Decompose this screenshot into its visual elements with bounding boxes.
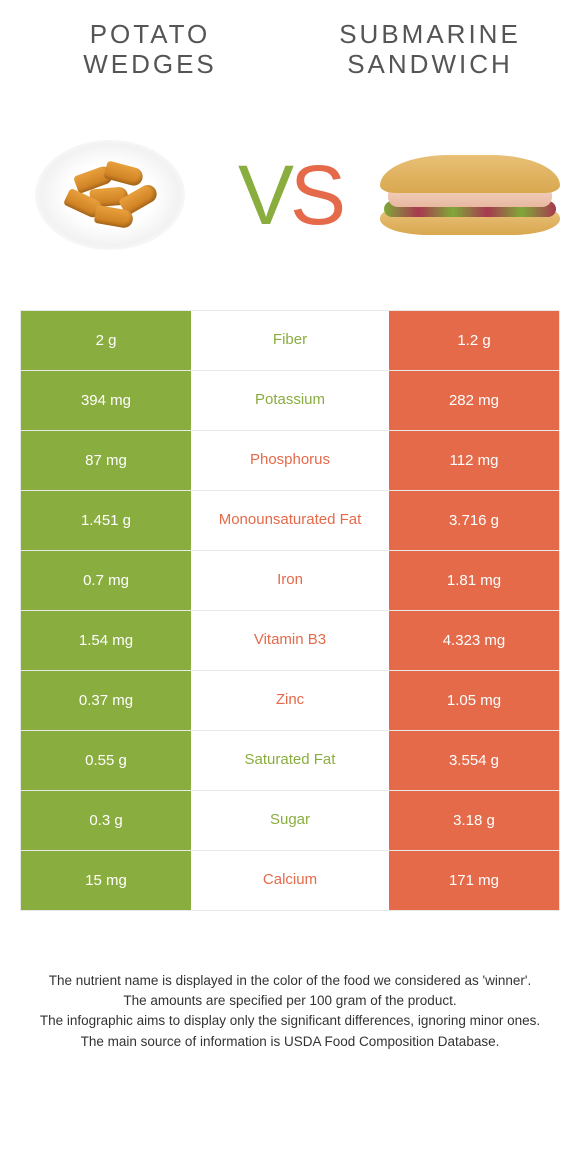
right-value: 1.05 mg: [389, 671, 559, 730]
table-row: 87 mgPhosphorus112 mg: [21, 430, 559, 490]
nutrient-label: Calcium: [191, 851, 389, 910]
nutrient-label: Zinc: [191, 671, 389, 730]
sandwich-icon: [380, 155, 560, 235]
header: POTATO WEDGES SUBMARINE SANDWICH: [0, 0, 580, 90]
image-row: VS: [0, 90, 580, 290]
right-value: 1.81 mg: [389, 551, 559, 610]
right-value: 171 mg: [389, 851, 559, 910]
nutrient-label: Iron: [191, 551, 389, 610]
vs-v: V: [238, 153, 290, 237]
nutrient-label: Potassium: [191, 371, 389, 430]
footer-line-4: The main source of information is USDA F…: [20, 1032, 560, 1052]
nutrient-label: Monounsaturated Fat: [191, 491, 389, 550]
right-value: 1.2 g: [389, 311, 559, 370]
table-row: 394 mgPotassium282 mg: [21, 370, 559, 430]
left-value: 1.54 mg: [21, 611, 191, 670]
left-value: 15 mg: [21, 851, 191, 910]
left-value: 2 g: [21, 311, 191, 370]
left-value: 1.451 g: [21, 491, 191, 550]
left-value: 0.55 g: [21, 731, 191, 790]
right-food-title: SUBMARINE SANDWICH: [320, 20, 540, 80]
right-value: 3.18 g: [389, 791, 559, 850]
table-row: 0.3 gSugar3.18 g: [21, 790, 559, 850]
table-row: 1.451 gMonounsaturated Fat3.716 g: [21, 490, 559, 550]
nutrient-label: Sugar: [191, 791, 389, 850]
nutrient-table: 2 gFiber1.2 g394 mgPotassium282 mg87 mgP…: [20, 310, 560, 911]
footer-line-2: The amounts are specified per 100 gram o…: [20, 991, 560, 1011]
left-food-title: POTATO WEDGES: [40, 20, 260, 80]
potato-wedges-icon: [35, 140, 185, 250]
right-value: 4.323 mg: [389, 611, 559, 670]
left-food-image: [20, 130, 200, 260]
left-value: 0.37 mg: [21, 671, 191, 730]
right-value: 112 mg: [389, 431, 559, 490]
nutrient-label: Phosphorus: [191, 431, 389, 490]
table-row: 2 gFiber1.2 g: [21, 310, 559, 370]
left-value: 0.3 g: [21, 791, 191, 850]
left-value: 394 mg: [21, 371, 191, 430]
nutrient-label: Fiber: [191, 311, 389, 370]
right-value: 3.554 g: [389, 731, 559, 790]
right-value: 3.716 g: [389, 491, 559, 550]
nutrient-label: Saturated Fat: [191, 731, 389, 790]
table-row: 1.54 mgVitamin B34.323 mg: [21, 610, 559, 670]
nutrient-label: Vitamin B3: [191, 611, 389, 670]
table-row: 0.7 mgIron1.81 mg: [21, 550, 559, 610]
left-value: 0.7 mg: [21, 551, 191, 610]
footer-line-3: The infographic aims to display only the…: [20, 1011, 560, 1031]
table-row: 0.37 mgZinc1.05 mg: [21, 670, 559, 730]
vs-label: VS: [238, 153, 342, 237]
table-row: 15 mgCalcium171 mg: [21, 850, 559, 910]
footer-notes: The nutrient name is displayed in the co…: [20, 971, 560, 1052]
vs-s: S: [290, 153, 342, 237]
right-value: 282 mg: [389, 371, 559, 430]
left-value: 87 mg: [21, 431, 191, 490]
right-food-image: [380, 130, 560, 260]
footer-line-1: The nutrient name is displayed in the co…: [20, 971, 560, 991]
table-row: 0.55 gSaturated Fat3.554 g: [21, 730, 559, 790]
